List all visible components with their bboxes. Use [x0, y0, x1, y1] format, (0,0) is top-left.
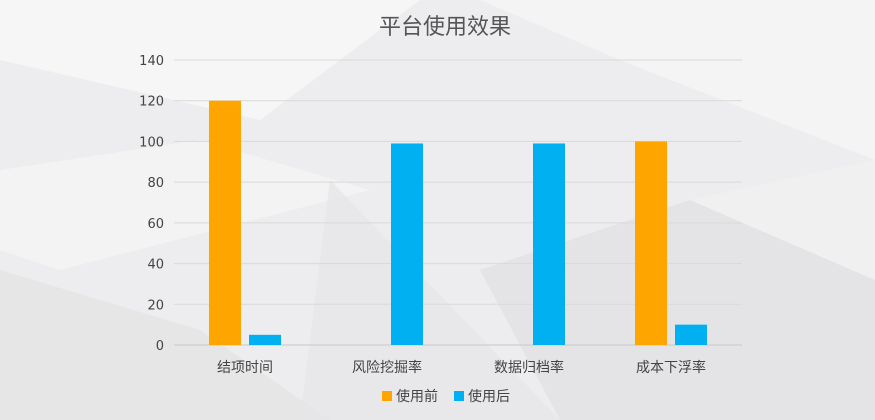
- bar: [675, 324, 707, 345]
- y-tick-label: 140: [139, 54, 164, 69]
- bar: [533, 143, 565, 345]
- bar: [209, 100, 241, 345]
- y-tick-label: 60: [147, 217, 164, 232]
- bar: [391, 143, 423, 345]
- bar: [249, 334, 281, 345]
- bar: [635, 141, 667, 345]
- x-category-label: 数据归档率: [494, 359, 564, 376]
- y-tick-label: 0: [156, 339, 164, 354]
- y-tick-label: 120: [139, 95, 164, 110]
- bars: [209, 100, 707, 345]
- y-axis-ticks: 0 20 40 60 80 100 120 140: [139, 54, 164, 354]
- y-tick-label: 100: [139, 135, 164, 150]
- legend-swatch: [382, 391, 392, 401]
- x-category-label: 结项时间: [217, 360, 273, 376]
- x-axis-categories: 结项时间 风险挖掘率 数据归档率 成本下浮率: [217, 359, 706, 376]
- y-tick-label: 40: [147, 258, 164, 273]
- legend: 使用前 使用后: [382, 388, 510, 405]
- chart-title: 平台使用效果: [379, 15, 511, 40]
- y-tick-label: 20: [147, 298, 164, 313]
- legend-label: 使用后: [468, 388, 510, 405]
- x-category-label: 成本下浮率: [636, 359, 706, 376]
- legend-swatch: [454, 391, 464, 401]
- legend-label: 使用前: [396, 388, 438, 405]
- y-tick-label: 80: [147, 176, 164, 191]
- x-category-label: 风险挖掘率: [352, 359, 422, 376]
